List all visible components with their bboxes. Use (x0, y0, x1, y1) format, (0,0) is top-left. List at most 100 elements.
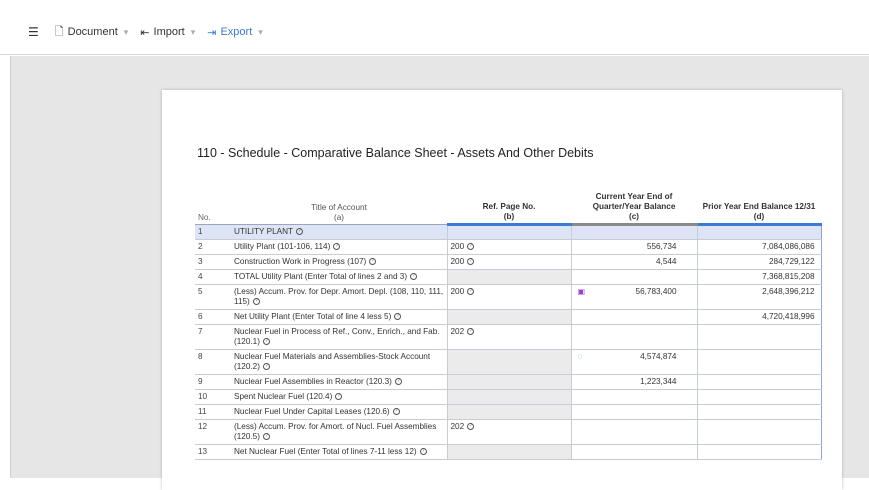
current-balance-cell[interactable]: 556,734 (570, 239, 697, 255)
ref-page-cell[interactable]: 202? (446, 419, 571, 445)
help-icon[interactable]: ? (467, 243, 475, 251)
help-icon[interactable]: ? (262, 433, 270, 441)
current-balance-cell[interactable] (570, 389, 697, 405)
report-title: 110 - Schedule - Comparative Balance She… (197, 146, 594, 160)
account-title-cell: UTILITY PLANT? (231, 224, 447, 240)
help-icon[interactable]: ? (252, 298, 260, 306)
help-icon[interactable]: ? (394, 313, 402, 321)
help-icon[interactable]: ? (410, 273, 418, 281)
current-balance-cell[interactable] (570, 269, 697, 285)
header-ref-sub: (b) (503, 212, 515, 221)
prior-balance-cell[interactable] (696, 404, 822, 420)
current-balance-cell[interactable]: 1,223,344 (570, 374, 697, 390)
help-icon[interactable]: ? (394, 378, 402, 386)
header-prior-sub: (d) (753, 212, 765, 221)
attachment-icon[interactable]: ▣ (577, 287, 586, 296)
account-title-cell: Spent Nuclear Fuel (120.4)? (231, 389, 447, 405)
account-title-cell: (Less) Accum. Prov. for Amort. of Nucl. … (231, 419, 447, 445)
ref-page-cell[interactable] (446, 389, 571, 405)
help-icon[interactable]: ? (369, 258, 377, 266)
help-icon[interactable]: ? (467, 258, 475, 266)
ref-page-cell[interactable] (446, 404, 571, 420)
prior-balance-cell[interactable] (696, 444, 822, 460)
help-icon[interactable]: ? (392, 408, 400, 416)
current-balance-cell[interactable]: 4,544 (570, 254, 697, 270)
help-icon[interactable]: ? (419, 448, 427, 456)
account-title-cell: Nuclear Fuel Materials and Assemblies-St… (231, 349, 447, 375)
prior-balance-cell[interactable] (696, 389, 822, 405)
row-number: 1 (195, 224, 231, 240)
account-title-cell: Net Nuclear Fuel (Enter Total of lines 7… (231, 444, 447, 460)
header-current-line2: Quarter/Year Balance (592, 202, 676, 211)
current-balance-value: 4,574,874 (640, 352, 677, 361)
document-menu[interactable]: 🗋 Document ▾ (55, 23, 129, 42)
export-menu[interactable]: ⇥ Export ▾ (207, 26, 263, 39)
current-balance-cell[interactable]: ▣ 56,783,400 (570, 284, 697, 310)
account-title: Nuclear Fuel Under Capital Leases (120.6… (234, 407, 390, 416)
chevron-down-icon: ▾ (190, 26, 196, 37)
ref-page-cell[interactable] (446, 224, 571, 240)
comment-icon[interactable]: ◌ (577, 352, 583, 361)
prior-balance-cell[interactable] (696, 419, 822, 445)
help-icon[interactable]: ? (296, 228, 303, 236)
help-icon[interactable]: ? (467, 423, 475, 431)
help-icon[interactable]: ? (467, 288, 475, 296)
ref-page-cell[interactable]: 200? (446, 254, 571, 270)
ref-page-value: 200 (450, 287, 465, 296)
table-row: 4 TOTAL Utility Plant (Enter Total of lin… (195, 269, 822, 285)
import-label: Import (153, 26, 185, 38)
table-row: 5 (Less) Accum. Prov. for Depr. Amort. De… (195, 284, 822, 310)
ref-page-value: 200 (450, 257, 465, 266)
row-number: 4 (195, 269, 231, 285)
account-title-cell: Construction Work in Progress (107)? (231, 254, 447, 270)
prior-balance-cell[interactable]: 7,368,815,208 (696, 269, 822, 285)
current-balance-cell[interactable]: ◌ 4,574,874 (570, 349, 697, 375)
account-title: TOTAL Utility Plant (Enter Total of line… (234, 272, 408, 281)
help-icon[interactable]: ? (262, 338, 270, 346)
ref-page-cell[interactable]: 202? (446, 324, 571, 350)
account-title-cell: (Less) Accum. Prov. for Depr. Amort. Dep… (231, 284, 447, 310)
current-balance-cell[interactable] (570, 404, 697, 420)
account-title: Nuclear Fuel Assemblies in Reactor (120.… (234, 377, 392, 386)
current-balance-cell[interactable] (570, 224, 697, 240)
row-number: 7 (195, 324, 231, 350)
ref-page-cell[interactable] (446, 374, 571, 390)
prior-balance-value: 4,720,418,996 (762, 312, 815, 321)
document-viewer[interactable]: 110 - Schedule - Comparative Balance She… (10, 56, 869, 490)
help-icon[interactable]: ? (262, 363, 270, 371)
current-balance-cell[interactable] (570, 309, 697, 325)
prior-balance-cell[interactable] (696, 374, 822, 390)
table-row: 3 Construction Work in Progress (107)? 200… (195, 254, 822, 270)
account-title-cell: Net Utility Plant (Enter Total of line 4… (231, 309, 447, 325)
current-balance-value: 1,223,344 (640, 377, 677, 386)
prior-balance-cell[interactable]: 284,729,122 (696, 254, 822, 270)
ref-page-cell[interactable] (446, 349, 571, 375)
header-prior-text: Prior Year End Balance 12/31 (702, 202, 816, 211)
help-icon[interactable]: ? (467, 328, 475, 336)
export-label: Export (220, 26, 253, 38)
table-row: 9 Nuclear Fuel Assemblies in Reactor (120… (195, 374, 822, 390)
current-balance-cell[interactable] (570, 444, 697, 460)
prior-balance-cell[interactable] (696, 349, 822, 375)
account-title: (Less) Accum. Prov. for Depr. Amort. Dep… (234, 287, 444, 306)
help-icon[interactable]: ? (333, 243, 341, 251)
ref-page-cell[interactable] (446, 269, 571, 285)
current-balance-cell[interactable] (570, 324, 697, 350)
ref-page-cell[interactable] (446, 444, 571, 460)
table-row: 12 (Less) Accum. Prov. for Amort. of Nucl… (195, 419, 822, 445)
ref-page-cell[interactable] (446, 309, 571, 325)
ref-page-cell[interactable]: 200? (446, 284, 571, 310)
account-title: Net Utility Plant (Enter Total of line 4… (234, 312, 392, 321)
prior-balance-cell[interactable]: 4,720,418,996 (696, 309, 822, 325)
prior-balance-cell[interactable] (696, 224, 822, 240)
menu-icon[interactable]: ☰ (28, 25, 39, 39)
prior-balance-cell[interactable]: 7,084,086,086 (696, 239, 822, 255)
import-menu[interactable]: ⇤ Import ▾ (140, 26, 195, 39)
header-current-sub: (c) (628, 212, 639, 221)
account-title: Utility Plant (101-106, 114) (234, 242, 331, 251)
ref-page-cell[interactable]: 200? (446, 239, 571, 255)
help-icon[interactable]: ? (335, 393, 343, 401)
current-balance-cell[interactable] (570, 419, 697, 445)
prior-balance-cell[interactable] (696, 324, 822, 350)
prior-balance-cell[interactable]: 2,648,396,212 (696, 284, 822, 310)
